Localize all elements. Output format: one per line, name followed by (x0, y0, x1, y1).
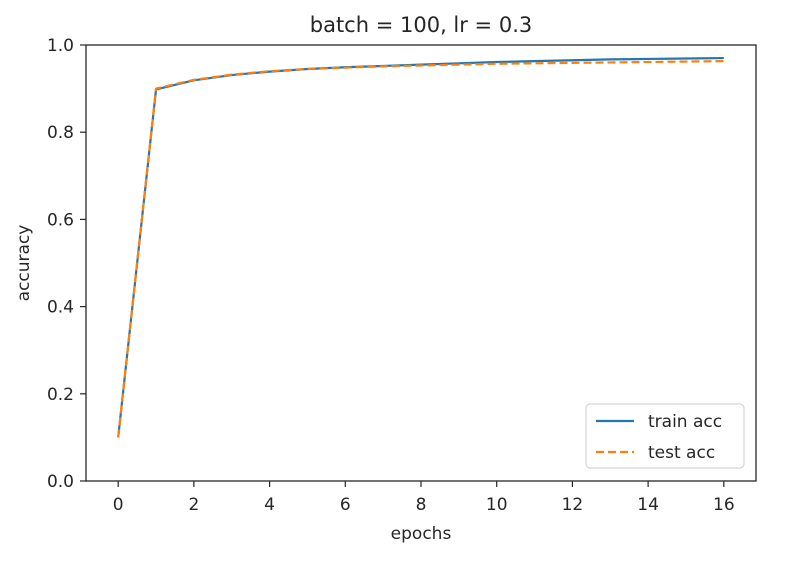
x-axis: 0 2 4 6 8 10 12 14 16 (113, 481, 735, 515)
series-layer (117, 56, 724, 438)
y-axis-label: accuracy (14, 225, 34, 302)
chart-title: batch = 100, lr = 0.3 (310, 13, 532, 37)
plot-frame (85, 44, 757, 482)
legend-label-test-acc: test acc (648, 443, 715, 463)
x-tick-label: 6 (340, 495, 351, 515)
y-tick-label: 0.0 (47, 472, 74, 492)
y-tick-label: 1.0 (47, 36, 74, 56)
y-tick-label: 0.2 (47, 385, 74, 405)
y-tick-label: 0.6 (47, 210, 74, 230)
x-tick-label: 2 (188, 495, 199, 515)
legend-label-train-acc: train acc (648, 412, 722, 432)
x-tick-label: 16 (713, 495, 735, 515)
x-tick-label: 4 (264, 495, 275, 515)
x-tick-label: 12 (562, 495, 584, 515)
y-axis: 0.0 0.2 0.4 0.6 0.8 1.0 (47, 36, 86, 492)
x-axis-label: epochs (391, 524, 452, 544)
y-tick-label: 0.8 (47, 123, 74, 143)
legend: train acc test acc (585, 403, 745, 469)
y-tick-label: 0.4 (47, 298, 74, 318)
x-tick-label: 0 (113, 495, 124, 515)
x-tick-label: 8 (416, 495, 427, 515)
x-tick-label: 14 (637, 495, 659, 515)
x-tick-label: 10 (486, 495, 508, 515)
